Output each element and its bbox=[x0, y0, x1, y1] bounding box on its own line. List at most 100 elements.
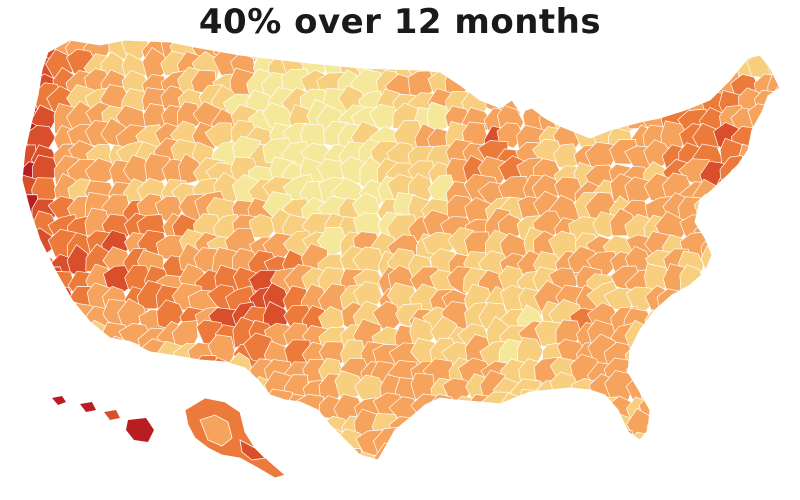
map-region bbox=[180, 356, 208, 386]
map-region bbox=[714, 300, 740, 328]
map-region bbox=[260, 40, 292, 41]
map-region bbox=[392, 40, 424, 64]
map-region bbox=[630, 85, 658, 115]
map-region bbox=[374, 40, 401, 64]
map-region bbox=[748, 199, 780, 228]
map-region bbox=[138, 377, 172, 405]
map-region bbox=[769, 197, 780, 229]
map-region bbox=[588, 412, 622, 438]
map-region bbox=[626, 448, 658, 460]
map-region bbox=[605, 449, 637, 460]
map-region bbox=[557, 392, 586, 426]
map-region bbox=[772, 446, 780, 460]
map-region bbox=[431, 451, 460, 460]
map-region bbox=[679, 343, 709, 373]
map-region bbox=[337, 40, 369, 67]
map-region bbox=[22, 40, 46, 66]
map-region bbox=[48, 343, 77, 374]
map-region bbox=[681, 445, 714, 460]
map-region bbox=[734, 396, 766, 425]
map-region bbox=[22, 379, 25, 404]
map-region bbox=[495, 40, 525, 66]
map-region bbox=[735, 448, 768, 460]
map-region bbox=[698, 40, 733, 44]
map-region bbox=[573, 40, 605, 41]
map-region bbox=[334, 447, 368, 460]
map-region bbox=[530, 50, 563, 76]
map-region bbox=[714, 412, 743, 444]
map-region bbox=[503, 40, 531, 46]
map-region bbox=[698, 40, 725, 59]
map-region bbox=[388, 450, 419, 460]
map-region bbox=[520, 40, 545, 43]
map-region bbox=[769, 254, 780, 281]
map-region bbox=[702, 395, 730, 424]
map-region bbox=[584, 89, 615, 113]
map-region bbox=[22, 337, 24, 371]
map-region bbox=[89, 450, 120, 460]
map-region bbox=[245, 40, 278, 46]
map-region bbox=[680, 320, 710, 351]
map-title: 40% over 12 months bbox=[198, 2, 602, 42]
map-region bbox=[49, 431, 80, 457]
map-region bbox=[715, 391, 747, 423]
map-region bbox=[288, 40, 317, 65]
map-region bbox=[657, 373, 689, 406]
map-region bbox=[696, 413, 727, 441]
map-region bbox=[69, 323, 100, 356]
map-region bbox=[22, 219, 38, 248]
map-region bbox=[461, 40, 493, 46]
map-region bbox=[748, 211, 777, 239]
map-region bbox=[772, 416, 780, 441]
map-region bbox=[660, 55, 692, 84]
map-region bbox=[22, 431, 39, 457]
map-region bbox=[22, 290, 48, 319]
map-region bbox=[733, 411, 763, 440]
alaska-region bbox=[184, 397, 286, 479]
map-region bbox=[746, 49, 780, 79]
map-region bbox=[551, 40, 582, 59]
map-region bbox=[445, 40, 477, 69]
map-region bbox=[104, 435, 131, 460]
map-region bbox=[676, 70, 707, 98]
map-region bbox=[0, 49, 20, 79]
map-region bbox=[678, 290, 707, 319]
map-region bbox=[646, 414, 679, 446]
map-region bbox=[22, 306, 45, 334]
map-region bbox=[476, 40, 513, 61]
map-region bbox=[657, 410, 688, 441]
map-region bbox=[496, 70, 526, 100]
map-region bbox=[530, 40, 561, 57]
map-region bbox=[389, 426, 425, 460]
map-region bbox=[573, 103, 603, 134]
map-region bbox=[587, 445, 616, 460]
map-region bbox=[157, 449, 188, 460]
map-region bbox=[118, 361, 152, 390]
map-region bbox=[622, 53, 657, 85]
map-region bbox=[609, 91, 641, 123]
map-region bbox=[156, 417, 183, 444]
map-region bbox=[572, 72, 601, 101]
map-region bbox=[69, 429, 101, 459]
map-region bbox=[749, 252, 777, 280]
map-region bbox=[250, 412, 281, 441]
map-region bbox=[374, 40, 402, 43]
map-region bbox=[358, 40, 387, 44]
map-region bbox=[660, 86, 688, 113]
map-region bbox=[521, 40, 548, 63]
map-region bbox=[656, 342, 690, 373]
map-region bbox=[768, 140, 780, 166]
map-region bbox=[469, 69, 499, 96]
map-region bbox=[753, 121, 779, 151]
map-region bbox=[733, 303, 765, 333]
map-region bbox=[665, 448, 693, 460]
map-region bbox=[701, 268, 734, 301]
map-region bbox=[127, 448, 153, 460]
map-region bbox=[750, 412, 780, 446]
map-region bbox=[715, 354, 751, 384]
map-region bbox=[426, 40, 457, 58]
map-region bbox=[465, 411, 493, 440]
map-region bbox=[458, 433, 490, 460]
map-region bbox=[676, 40, 706, 62]
